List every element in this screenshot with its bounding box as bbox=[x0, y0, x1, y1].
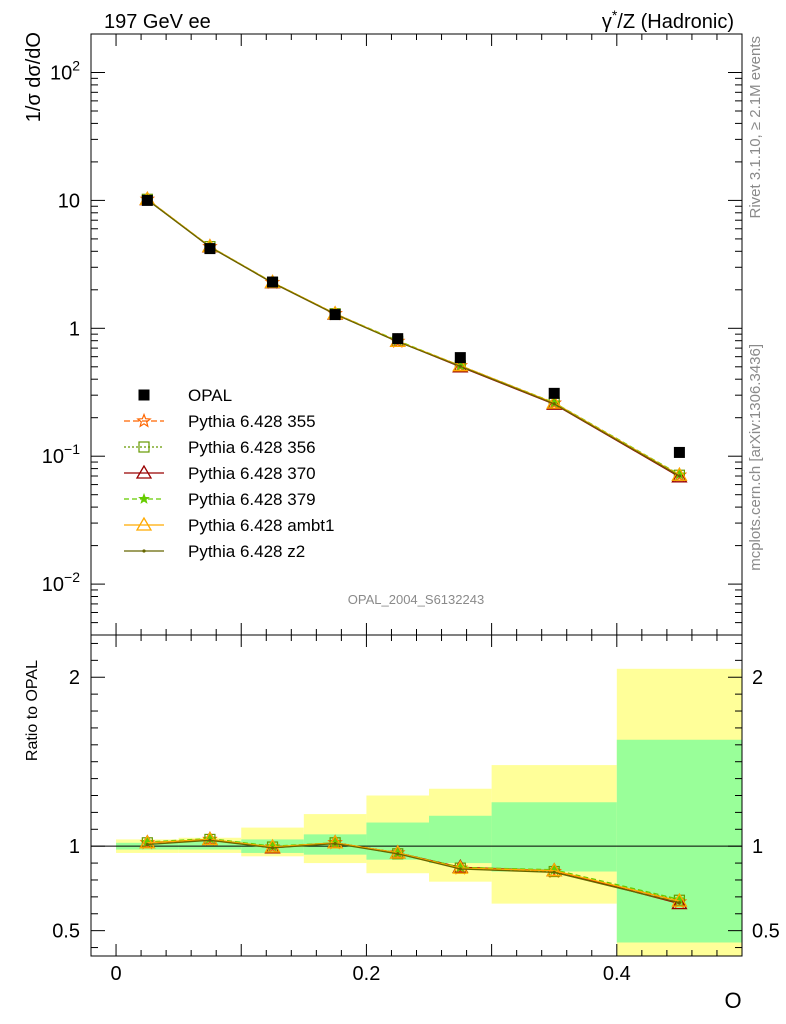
mcplots-label: mcplots.cern.ch [arXiv:1306.3436] bbox=[747, 344, 764, 571]
ratio-point-pythia_ambt1-6 bbox=[546, 862, 563, 877]
opal-point-4 bbox=[392, 333, 404, 345]
ratio-point-pythia_ambt1-2 bbox=[264, 838, 281, 853]
legend-entry-pythia_379: Pythia 6.428 379 bbox=[124, 490, 316, 509]
y-tick-label-main: 1 bbox=[69, 318, 80, 340]
band-inner-1 bbox=[178, 841, 242, 850]
ratio-point-pythia_z2-1 bbox=[208, 838, 212, 842]
main-point-pythia_z2-6 bbox=[552, 402, 556, 406]
opal-point-6 bbox=[548, 387, 560, 399]
y-tick-label-main: 10−2 bbox=[42, 569, 80, 596]
y-tick-label-main: 10−1 bbox=[42, 441, 80, 468]
legend-marker-pythia_355 bbox=[136, 412, 152, 428]
y-tick-label-ratio-right: 0.5 bbox=[752, 921, 780, 943]
legend-marker-pythia_z2 bbox=[142, 549, 146, 553]
main-line-pythia_379 bbox=[146, 198, 680, 476]
legend-label-pythia_z2: Pythia 6.428 z2 bbox=[188, 542, 305, 561]
legend-entry-opal: OPAL bbox=[138, 386, 232, 405]
ratio-point-pythia_z2-5 bbox=[458, 867, 462, 871]
opal-point-1 bbox=[204, 243, 216, 255]
ratio-point-pythia_ambt1-7 bbox=[671, 892, 688, 907]
y-axis-label-ratio: Ratio to OPAL bbox=[24, 660, 41, 761]
ratio-point-pythia_z2-6 bbox=[552, 870, 556, 874]
y-tick-label-ratio: 2 bbox=[69, 667, 80, 689]
opal-point-2 bbox=[267, 276, 279, 288]
ratio-point-pythia_z2-0 bbox=[145, 842, 149, 847]
band-inner-6 bbox=[491, 802, 617, 872]
ratio-point-pythia_370-7 bbox=[671, 895, 688, 910]
main-point-pythia_z2-5 bbox=[458, 364, 462, 368]
y-tick-label-ratio: 0.5 bbox=[52, 921, 80, 943]
ratio-uncertainty-bands bbox=[116, 668, 742, 956]
opal-point-5 bbox=[454, 352, 466, 364]
ratio-pythia_ambt1 bbox=[139, 831, 688, 907]
y-tick-label-ratio-right: 2 bbox=[752, 667, 763, 689]
ratio-point-pythia_z2-7 bbox=[677, 901, 682, 905]
opal-point-0 bbox=[141, 194, 153, 206]
opal-data-group bbox=[141, 194, 685, 458]
band-inner-5 bbox=[429, 815, 492, 864]
x-axis-label: O bbox=[724, 988, 741, 1013]
legend-label-pythia_355: Pythia 6.428 355 bbox=[188, 412, 316, 431]
ratio-line-pythia_z2 bbox=[147, 839, 680, 904]
opal-point-7 bbox=[673, 446, 685, 458]
ratio-point-pythia_ambt1-4 bbox=[389, 844, 406, 859]
x-tick-label: 0.2 bbox=[353, 963, 381, 985]
legend-entry-pythia_356: Pythia 6.428 356 bbox=[124, 438, 316, 457]
main-point-pythia_370-7 bbox=[671, 468, 688, 483]
ratio-point-pythia_z2-2 bbox=[270, 846, 275, 850]
ratio-line-pythia_ambt1 bbox=[147, 838, 680, 902]
legend: OPAL Pythia 6.428 355 Pythia 6.428 356 Pyth… bbox=[124, 386, 334, 561]
analysis-watermark: OPAL_2004_S6132243 bbox=[348, 592, 484, 607]
legend-label-pythia_379: Pythia 6.428 379 bbox=[188, 490, 316, 509]
main-point-pythia_z2-7 bbox=[677, 474, 682, 478]
ratio-pythia_z2 bbox=[145, 838, 682, 905]
ratio-point-pythia_z2-4 bbox=[396, 852, 400, 856]
x-tick-label: 0.4 bbox=[603, 963, 631, 985]
ratio-series-group bbox=[139, 831, 688, 910]
legend-entry-pythia_z2: Pythia 6.428 z2 bbox=[124, 542, 305, 561]
main-line-pythia_355 bbox=[146, 198, 680, 476]
ratio-point-pythia_ambt1-5 bbox=[452, 859, 469, 874]
axes-group: 0 0.2 0.4 10−2 10−1 1 10 102 0.5 0.5 1 1 2 2 bbox=[42, 33, 780, 985]
y-tick-label-main: 102 bbox=[50, 58, 80, 85]
legend-label-pythia_370: Pythia 6.428 370 bbox=[188, 464, 316, 483]
opal-point-3 bbox=[329, 309, 341, 321]
x-tick-label: 0 bbox=[110, 963, 121, 985]
header-right-star: * bbox=[612, 7, 618, 23]
ratio-point-pythia_ambt1-1 bbox=[201, 831, 219, 846]
y-tick-label-ratio: 1 bbox=[69, 836, 80, 858]
legend-marker-pythia_370 bbox=[135, 464, 153, 479]
legend-label-opal: OPAL bbox=[188, 386, 232, 405]
main-line-pythia_ambt1 bbox=[146, 198, 680, 476]
header-right-rest: /Z (Hadronic) bbox=[617, 11, 734, 33]
legend-marker-pythia_356 bbox=[138, 441, 150, 453]
band-inner-7 bbox=[616, 739, 742, 943]
ratio-point-pythia_z2-3 bbox=[333, 842, 337, 846]
y-tick-label-main: 10 bbox=[58, 190, 80, 212]
header-left: 197 GeV ee bbox=[104, 11, 211, 33]
legend-marker-pythia_ambt1 bbox=[135, 516, 153, 531]
main-line-pythia_370 bbox=[146, 199, 680, 478]
legend-marker-pythia_379 bbox=[138, 492, 150, 504]
header-right: γ*/Z (Hadronic) bbox=[602, 7, 734, 33]
main-pythia_z2 bbox=[145, 198, 682, 478]
legend-marker-opal bbox=[138, 389, 150, 401]
main-pythia_379 bbox=[141, 193, 686, 480]
legend-entry-pythia_370: Pythia 6.428 370 bbox=[124, 464, 316, 483]
main-line-pythia_z2 bbox=[146, 199, 680, 477]
ratio-point-pythia_ambt1-3 bbox=[326, 834, 344, 849]
legend-label-pythia_ambt1: Pythia 6.428 ambt1 bbox=[188, 516, 334, 535]
legend-entry-pythia_355: Pythia 6.428 355 bbox=[124, 412, 316, 431]
ratio-point-pythia_ambt1-0 bbox=[139, 834, 156, 849]
legend-entry-pythia_ambt1: Pythia 6.428 ambt1 bbox=[124, 516, 334, 535]
rivet-version-label: Rivet 3.1.10, ≥ 2.1M events bbox=[747, 36, 764, 219]
legend-label-pythia_356: Pythia 6.428 356 bbox=[188, 438, 316, 457]
header-right-gamma: γ bbox=[602, 11, 612, 33]
y-tick-label-ratio-right: 1 bbox=[752, 836, 763, 858]
main-line-pythia_356 bbox=[146, 198, 680, 476]
y-axis-label-main: 1/σ dσ/dO bbox=[23, 32, 45, 122]
